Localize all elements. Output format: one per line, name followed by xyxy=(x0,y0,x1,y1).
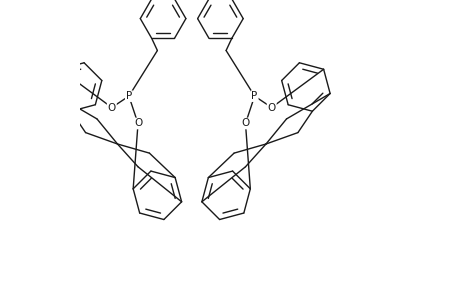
Text: O: O xyxy=(107,103,116,112)
Text: O: O xyxy=(267,103,275,112)
Text: O: O xyxy=(134,118,142,128)
Text: P: P xyxy=(125,91,132,101)
Text: P: P xyxy=(251,91,257,101)
Text: O: O xyxy=(241,118,249,128)
